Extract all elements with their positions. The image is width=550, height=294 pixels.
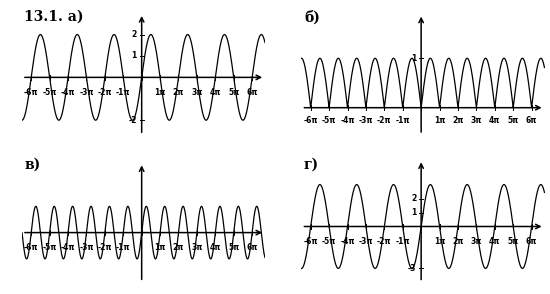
Text: -2π: -2π — [377, 237, 392, 246]
Text: -6π: -6π — [24, 88, 38, 97]
Text: 4π: 4π — [489, 116, 500, 125]
Text: 5π: 5π — [508, 237, 519, 246]
Text: 1: 1 — [411, 54, 416, 63]
Text: -2π: -2π — [97, 88, 112, 97]
Text: 2: 2 — [411, 194, 416, 203]
Text: -6π: -6π — [24, 243, 38, 252]
Text: 1: 1 — [131, 51, 137, 61]
Text: 5π: 5π — [508, 116, 519, 125]
Text: -6π: -6π — [304, 237, 318, 246]
Text: -1π: -1π — [395, 237, 410, 246]
Text: 1π: 1π — [155, 243, 166, 252]
Text: 2π: 2π — [452, 237, 464, 246]
Text: -4π: -4π — [61, 243, 75, 252]
Text: -3π: -3π — [79, 243, 94, 252]
Text: 6π: 6π — [246, 88, 258, 97]
Text: -4π: -4π — [340, 116, 355, 125]
Text: 2π: 2π — [173, 243, 184, 252]
Text: 1: 1 — [411, 208, 416, 217]
Text: 4π: 4π — [489, 237, 500, 246]
Text: -5π: -5π — [42, 88, 57, 97]
Text: 5π: 5π — [228, 243, 239, 252]
Text: 3π: 3π — [471, 237, 482, 246]
Text: 6π: 6π — [246, 243, 258, 252]
Text: -3π: -3π — [79, 88, 94, 97]
Text: 4π: 4π — [210, 88, 221, 97]
Text: 6π: 6π — [526, 237, 537, 246]
Text: -6π: -6π — [304, 116, 318, 125]
Text: -3π: -3π — [359, 116, 373, 125]
Text: 3π: 3π — [191, 88, 202, 97]
Text: 3π: 3π — [191, 243, 202, 252]
Text: 2π: 2π — [173, 88, 184, 97]
Text: -2π: -2π — [97, 243, 112, 252]
Text: 2π: 2π — [452, 116, 464, 125]
Text: -1π: -1π — [116, 88, 130, 97]
Text: -1π: -1π — [395, 116, 410, 125]
Text: в): в) — [24, 158, 41, 172]
Text: -2π: -2π — [377, 116, 392, 125]
Text: б): б) — [304, 10, 320, 24]
Text: -4π: -4π — [61, 88, 75, 97]
Text: 2: 2 — [131, 30, 137, 39]
Text: -2: -2 — [129, 116, 137, 125]
Text: г): г) — [304, 158, 319, 172]
Text: -5π: -5π — [42, 243, 57, 252]
Text: -5π: -5π — [322, 237, 336, 246]
Text: -1π: -1π — [116, 243, 130, 252]
Text: 1π: 1π — [155, 88, 166, 97]
Text: 6π: 6π — [526, 116, 537, 125]
Text: 1π: 1π — [434, 116, 446, 125]
Text: -3: -3 — [408, 264, 416, 273]
Text: 4π: 4π — [210, 243, 221, 252]
Text: 1π: 1π — [434, 237, 446, 246]
Text: -5π: -5π — [322, 116, 336, 125]
Text: -3π: -3π — [359, 237, 373, 246]
Text: 5π: 5π — [228, 88, 239, 97]
Text: -4π: -4π — [340, 237, 355, 246]
Text: 3π: 3π — [471, 116, 482, 125]
Text: 13.1. a): 13.1. a) — [24, 10, 84, 24]
